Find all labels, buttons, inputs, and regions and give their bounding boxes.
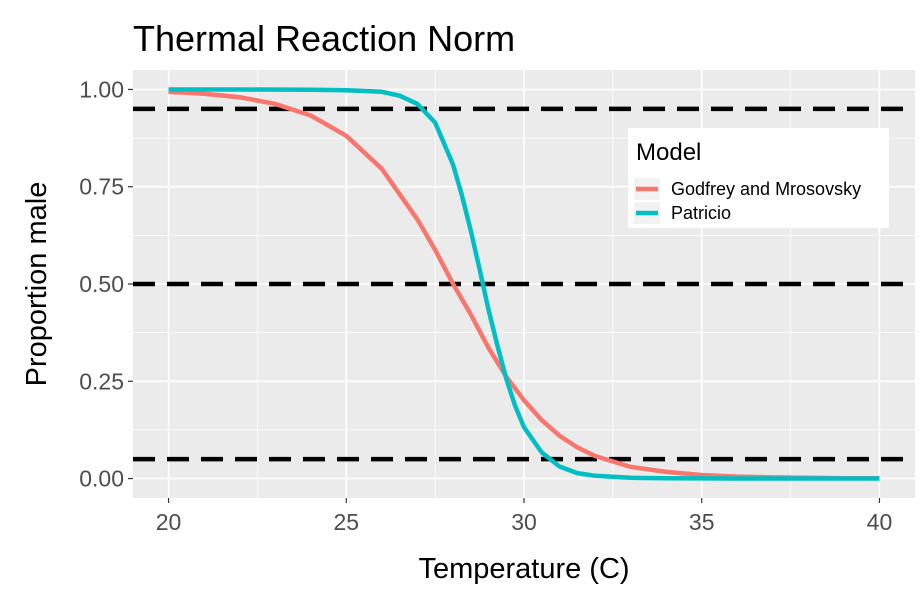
- y-tick-label: 0.00: [79, 466, 124, 492]
- x-axis: 20 25 30 35 40: [156, 498, 893, 535]
- legend: Model Godfrey and Mrosovsky Patricio: [628, 128, 889, 228]
- x-tick-label: 25: [333, 509, 359, 535]
- chart-title: Thermal Reaction Norm: [133, 18, 515, 59]
- x-axis-title: Temperature (C): [418, 553, 629, 585]
- reference-lines: [133, 106, 915, 462]
- legend-label: Godfrey and Mrosovsky: [671, 179, 861, 199]
- x-tick-label: 30: [511, 509, 537, 535]
- y-tick-label: 0.50: [79, 271, 124, 297]
- x-tick-label: 35: [689, 509, 715, 535]
- legend-title: Model: [636, 139, 701, 166]
- series: [168, 87, 880, 481]
- y-axis-title: Proportion male: [21, 182, 53, 387]
- y-tick-label: 0.75: [79, 174, 124, 200]
- x-tick-label: 40: [867, 509, 893, 535]
- y-tick-label: 0.25: [79, 368, 124, 394]
- x-tick-label: 20: [156, 509, 182, 535]
- y-axis: 0.00 0.25 0.50 0.75 1.00: [79, 76, 133, 492]
- y-tick-label: 1.00: [79, 76, 124, 102]
- legend-label: Patricio: [671, 203, 731, 223]
- legend-box: [628, 128, 889, 228]
- series-line-2: [168, 87, 880, 481]
